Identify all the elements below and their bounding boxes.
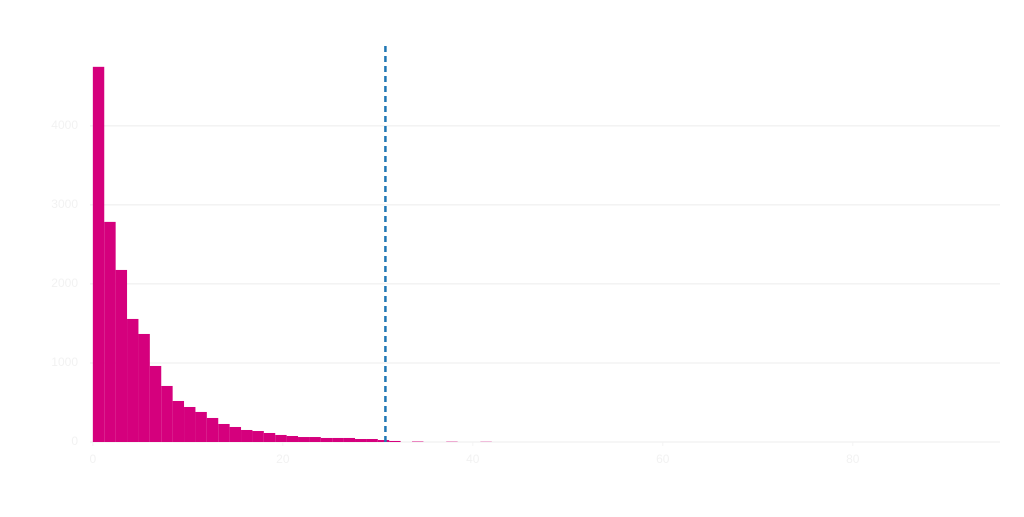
bar (252, 431, 263, 442)
bar (150, 366, 161, 442)
x-tick-label: 80 (846, 452, 860, 466)
y-tick-label: 1000 (51, 355, 78, 369)
bar (138, 334, 149, 442)
bar (104, 222, 115, 442)
bar (344, 438, 355, 442)
bar (161, 386, 172, 442)
bar (287, 436, 298, 442)
bar (195, 412, 206, 442)
bar (332, 438, 343, 442)
bar (378, 440, 389, 442)
bar (321, 438, 332, 442)
bar (389, 441, 400, 442)
x-tick-label: 40 (466, 452, 480, 466)
x-tick-label: 20 (276, 452, 290, 466)
bar (298, 437, 309, 442)
bar (116, 270, 127, 442)
bar (230, 427, 241, 442)
bar (207, 418, 218, 442)
bar (218, 424, 229, 442)
x-tick-label: 60 (656, 452, 670, 466)
y-tick-label: 3000 (51, 197, 78, 211)
bar (275, 435, 286, 442)
y-tick-label: 2000 (51, 276, 78, 290)
bar (184, 407, 195, 442)
x-tick-label: 0 (90, 452, 97, 466)
bar (127, 319, 138, 442)
bar (366, 439, 377, 442)
bar (309, 437, 320, 442)
bar (264, 433, 275, 442)
bar (173, 401, 184, 442)
bar (93, 67, 104, 442)
y-tick-label: 0 (71, 434, 78, 448)
bar (355, 439, 366, 442)
y-tick-label: 4000 (51, 118, 78, 132)
bar (241, 430, 252, 442)
